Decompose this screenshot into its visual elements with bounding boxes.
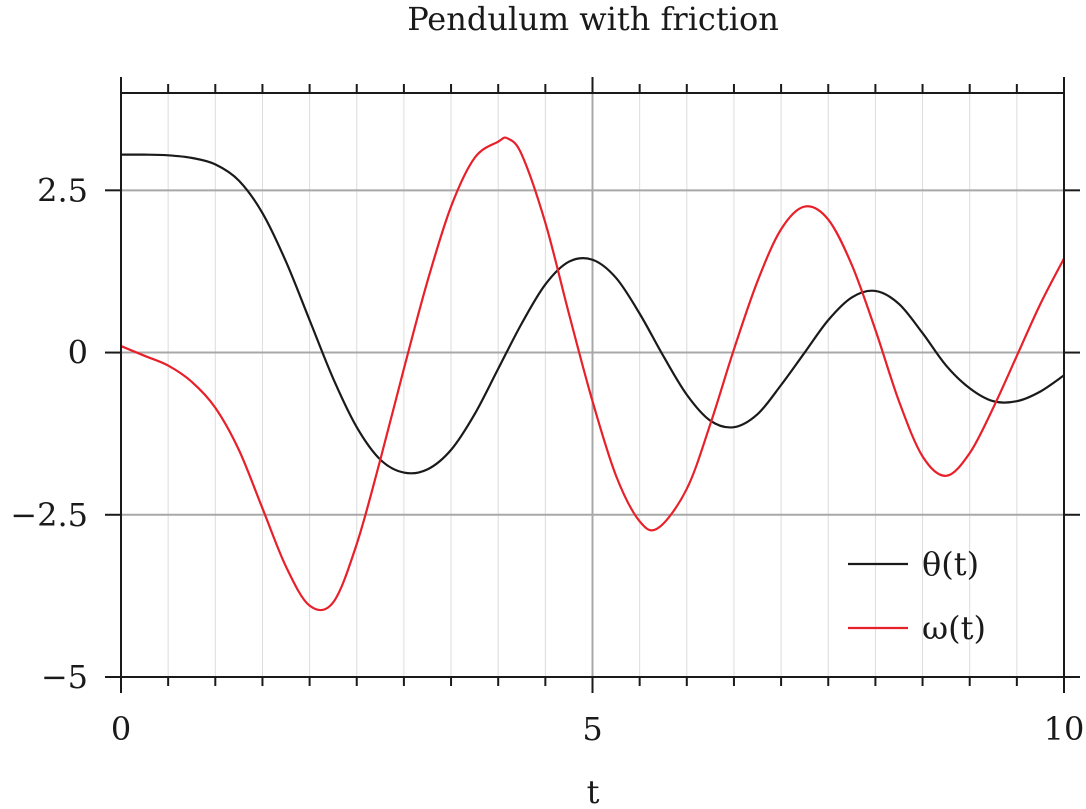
legend-theta: θ(t) — [848, 545, 979, 583]
x-tick-label: 5 — [582, 710, 602, 748]
legend: θ(t) ω(t) — [848, 545, 986, 647]
x-axis-label: t — [587, 773, 600, 809]
chart-title: Pendulum with friction — [407, 0, 779, 38]
series-layer — [120, 136, 1065, 612]
x-tick-label: 10 — [1044, 710, 1085, 748]
legend-label: ω(t) — [922, 609, 986, 647]
y-tick-label: 0 — [68, 334, 88, 372]
legend-label: θ(t) — [922, 545, 979, 583]
grid — [121, 93, 1064, 677]
omega-series-line — [120, 136, 1065, 612]
ticks — [105, 77, 1080, 693]
theta-series-line — [120, 153, 1065, 475]
y-tick-label: 2.5 — [37, 171, 88, 209]
tick-labels: 0 5 10 −5 −2.5 0 2.5 — [10, 171, 1084, 748]
y-tick-label: −5 — [41, 658, 88, 696]
y-tick-label: −2.5 — [10, 496, 88, 534]
x-tick-label: 0 — [111, 710, 131, 748]
legend-omega: ω(t) — [848, 609, 986, 647]
